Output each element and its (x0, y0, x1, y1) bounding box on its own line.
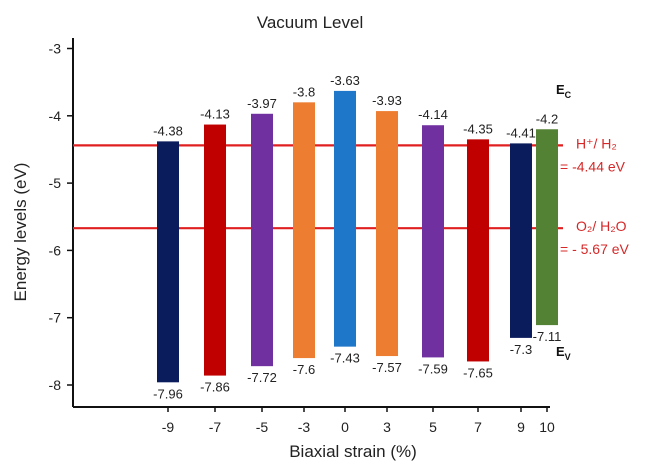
y-tick-label: -7 (49, 310, 62, 326)
reference-label-potential: O₂/ H₂O (576, 218, 627, 234)
bar (510, 143, 532, 338)
reference-label-value: = - 5.67 eV (560, 241, 630, 257)
bar (376, 111, 398, 357)
x-tick-label: 10 (539, 419, 555, 435)
bar (467, 139, 489, 362)
bar-bottom-label: -7.65 (463, 365, 493, 380)
chart-title: Vacuum Level (257, 13, 363, 32)
x-axis-title: Biaxial strain (%) (289, 442, 417, 461)
conduction-band-label: EC (556, 82, 572, 100)
bar-top-label: -3.8 (293, 84, 315, 99)
x-tick-label: 9 (517, 419, 525, 435)
bar-top-label: -4.14 (418, 107, 448, 122)
bar-bottom-label: -7.59 (418, 361, 448, 376)
y-tick-label: -6 (49, 242, 62, 258)
bar-top-label: -4.2 (536, 111, 558, 126)
bar-bottom-label: -7.96 (153, 386, 183, 401)
reference-label-potential: H⁺/ H₂ (576, 135, 617, 151)
bar (157, 141, 179, 383)
x-tick-label: -5 (256, 419, 269, 435)
x-tick-label: -7 (209, 419, 222, 435)
bar-top-label: -4.13 (200, 107, 230, 122)
bar-bottom-label: -7.3 (510, 342, 532, 357)
x-tick-label: 7 (474, 419, 482, 435)
bar (422, 125, 444, 358)
bar (536, 129, 558, 326)
y-tick-label: -8 (49, 377, 62, 393)
bar-bottom-label: -7.43 (330, 351, 360, 366)
y-tick-label: -5 (49, 175, 62, 191)
x-tick-label: 3 (383, 419, 391, 435)
bar-bottom-label: -7.57 (372, 360, 402, 375)
y-axis-title: Energy levels (eV) (11, 163, 30, 302)
bar-top-label: -4.38 (153, 123, 183, 138)
bar-top-label: -3.97 (247, 96, 277, 111)
bar-top-label: -3.93 (372, 93, 402, 108)
bar-bottom-label: -7.11 (533, 329, 562, 344)
bar (251, 113, 273, 367)
bars (157, 90, 558, 383)
y-tick-label: -4 (49, 108, 62, 124)
bar-bottom-label: -7.6 (293, 362, 315, 377)
x-tick-label: -3 (298, 419, 311, 435)
bar (204, 124, 226, 376)
axes: -3 -4 -5 -6 -7 -8 -9 -7 -5 -3 0 3 5 7 9 10 (49, 38, 555, 435)
bar-bottom-label: -7.72 (247, 370, 277, 385)
bar-top-label: -3.63 (330, 73, 360, 88)
y-tick-label: -3 (49, 41, 62, 57)
x-tick-label: 5 (429, 419, 437, 435)
bar-top-label: -4.41 (506, 125, 536, 140)
reference-label-value: = -4.44 eV (560, 158, 626, 174)
x-tick-label: -9 (162, 419, 175, 435)
valence-band-label: EV (556, 344, 571, 362)
bar-top-label: -4.35 (463, 121, 493, 136)
bar (293, 102, 315, 359)
x-tick-label: 0 (341, 419, 349, 435)
bar (334, 90, 356, 347)
bar-bottom-label: -7.86 (200, 380, 230, 395)
value-labels: -4.38 -7.96 -4.13 -7.86 -3.97 -7.72 -3.8 -7.6 -3… (153, 73, 561, 401)
